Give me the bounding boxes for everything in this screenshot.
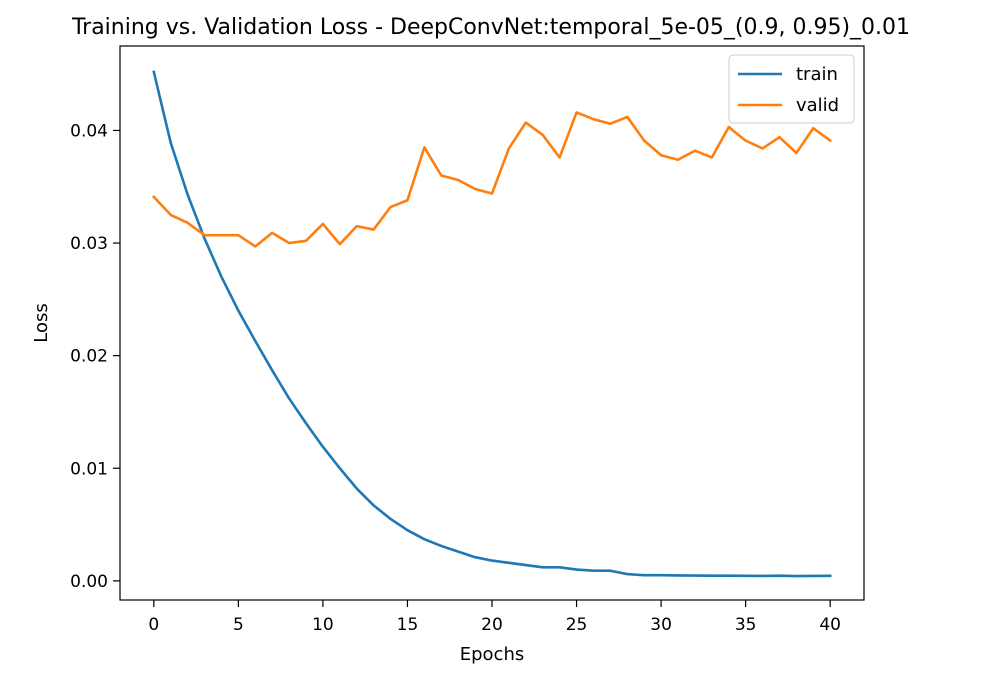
legend: train valid <box>728 54 855 124</box>
series-layer <box>151 70 832 578</box>
x-axis: 0 5 10 15 20 25 30 35 40 <box>148 600 841 635</box>
x-tick-label: 10 <box>312 615 334 635</box>
series-line-train <box>152 70 832 578</box>
x-tick-label: 20 <box>481 615 503 635</box>
x-tick-label: 35 <box>735 615 757 635</box>
y-tick-label: 0.02 <box>70 347 108 367</box>
chart-title: Training vs. Validation Loss - DeepConvN… <box>71 15 910 40</box>
x-tick-label: 5 <box>233 615 244 635</box>
x-tick-label: 40 <box>819 615 841 635</box>
x-tick-label: 30 <box>650 615 672 635</box>
y-tick-label: 0.03 <box>70 234 108 254</box>
x-axis-label: Epochs <box>460 644 525 665</box>
legend-label-valid: valid <box>796 95 839 116</box>
y-tick-label: 0.04 <box>70 121 108 141</box>
y-axis: 0.00 0.01 0.02 0.03 0.04 <box>70 121 120 592</box>
y-tick-label: 0.01 <box>70 459 108 479</box>
x-tick-label: 0 <box>148 615 159 635</box>
x-tick-label: 15 <box>397 615 419 635</box>
y-tick-label: 0.00 <box>70 572 108 592</box>
x-tick-label: 25 <box>566 615 588 635</box>
plot-area-frame <box>119 45 865 601</box>
legend-label-train: train <box>796 64 838 85</box>
y-axis-label: Loss <box>31 303 52 342</box>
series-line-valid <box>151 111 832 248</box>
